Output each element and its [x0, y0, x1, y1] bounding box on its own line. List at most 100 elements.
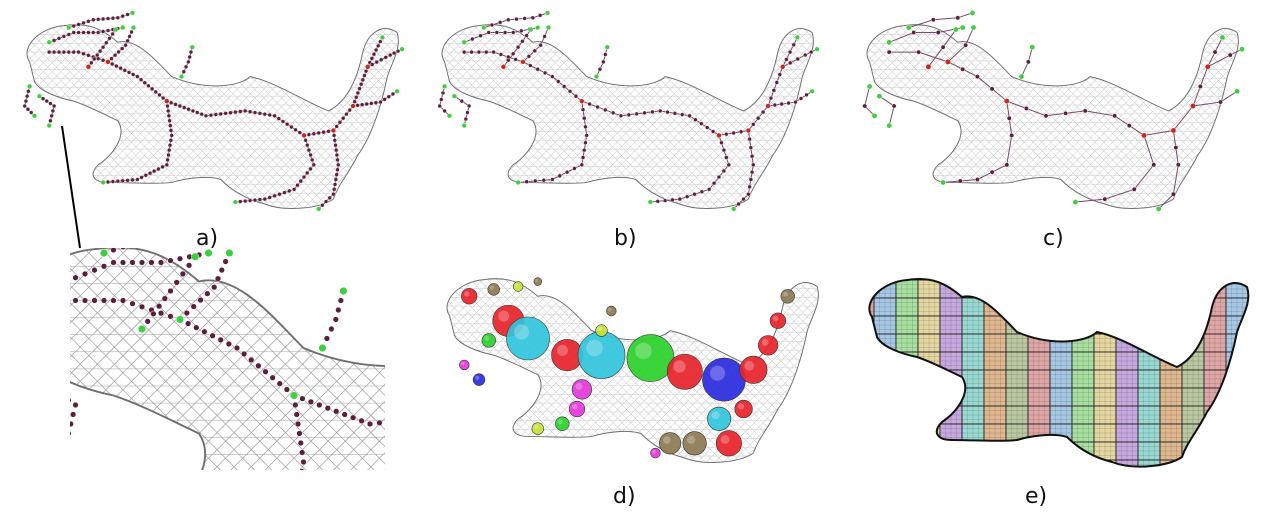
skeleton-endpoint [906, 25, 911, 30]
skeleton-endpoint [731, 207, 736, 212]
sphere-highlight [598, 327, 602, 331]
skeleton-node [717, 175, 721, 179]
skeleton-node [705, 277, 711, 283]
skeleton-node [525, 33, 529, 37]
quad-patch [874, 388, 896, 406]
skeleton-node [769, 96, 773, 100]
skeleton-node [386, 419, 392, 425]
skeleton-node [253, 198, 257, 202]
skeleton-node [372, 52, 376, 56]
sphere-highlight [558, 419, 563, 424]
skeleton-endpoint [1073, 199, 1078, 204]
skeleton-endpoint [47, 123, 52, 128]
skeleton-node [506, 18, 510, 22]
skeleton-node [627, 434, 633, 440]
skeleton-node [342, 412, 348, 418]
skeleton-junction [946, 60, 951, 65]
skeleton-node [186, 263, 192, 269]
skeleton-node [149, 235, 155, 241]
skeleton-node [335, 153, 339, 157]
skeleton-node [1176, 163, 1180, 167]
skeleton-node [746, 192, 750, 196]
skeleton-node [108, 36, 112, 40]
skeleton-node [167, 148, 171, 152]
skeleton-endpoint [190, 45, 195, 50]
skeleton-node [658, 109, 662, 113]
skeleton-node [24, 99, 28, 103]
skeleton-node [1127, 123, 1131, 127]
skeleton-node [470, 50, 474, 54]
skeleton-endpoint [340, 287, 348, 295]
skeleton-endpoint [941, 180, 946, 185]
skeleton-node [180, 271, 186, 277]
skeleton-node [282, 191, 286, 195]
skeleton-node [320, 203, 324, 207]
skeleton-node [336, 158, 340, 162]
skeleton-node [737, 202, 741, 206]
skeleton-node [169, 101, 173, 105]
skeleton-node [484, 50, 488, 54]
quad-patch [940, 460, 962, 478]
skeleton-node [121, 179, 125, 183]
skeleton-node [707, 312, 713, 318]
sphere [683, 432, 707, 456]
quad-patch [1182, 478, 1204, 496]
skeleton-endpoint [887, 40, 892, 45]
skeleton-node [70, 412, 76, 418]
quad-patch [852, 388, 874, 406]
skeleton-node [503, 31, 507, 35]
skeleton-node [48, 102, 52, 106]
skeleton-node [169, 129, 173, 133]
quad-patch [1028, 316, 1050, 334]
skeleton-node [1103, 197, 1107, 201]
skeleton-node [519, 29, 523, 33]
skeleton-node [365, 102, 369, 106]
quad-patch [1072, 316, 1094, 334]
skeleton-node [1044, 114, 1048, 118]
skeleton-node [117, 50, 121, 54]
skeleton-node [617, 469, 623, 475]
quad-patch [984, 262, 1006, 280]
skeleton-endpoint [447, 113, 452, 118]
skeleton-node [681, 326, 687, 332]
skeleton-node [678, 197, 682, 201]
skeleton-endpoint [66, 25, 71, 30]
skeleton-node [298, 131, 302, 135]
sphere-highlight [515, 283, 518, 286]
skeleton-node [52, 50, 56, 54]
skeleton-node [312, 163, 316, 167]
skeleton-node [784, 57, 788, 61]
quad-patch [962, 478, 984, 496]
skeleton-endpoint [120, 25, 125, 30]
skeleton-node [698, 317, 704, 323]
skeleton-endpoint [546, 25, 551, 30]
skeleton-node [567, 488, 573, 494]
skeleton-node [168, 313, 174, 319]
skeleton-node [716, 308, 722, 314]
skeleton-node [584, 125, 588, 129]
skeleton-node [310, 158, 314, 162]
skeleton-node [52, 38, 56, 42]
sphere [627, 335, 674, 382]
skeleton-junction [1142, 133, 1147, 138]
skeleton-node [549, 454, 555, 460]
sphere-highlight [490, 286, 494, 290]
skeleton-node [533, 179, 537, 183]
quad-patch [1270, 352, 1280, 370]
skeleton-junction [1004, 99, 1009, 104]
skeleton-node [724, 155, 728, 159]
skeleton-node [152, 169, 156, 173]
quad-patch [1248, 424, 1270, 442]
quad-patch [852, 424, 874, 442]
quad-patch [918, 406, 940, 424]
skeleton-node [263, 197, 267, 201]
skeleton-node [305, 171, 309, 175]
sphere-highlight [576, 383, 583, 390]
skeleton-node [77, 50, 81, 54]
quad-patch [1028, 460, 1050, 478]
skeleton-node [586, 454, 592, 460]
skeleton-node [462, 415, 468, 421]
skeleton-node [316, 402, 322, 408]
skeleton-endpoint [290, 392, 298, 400]
